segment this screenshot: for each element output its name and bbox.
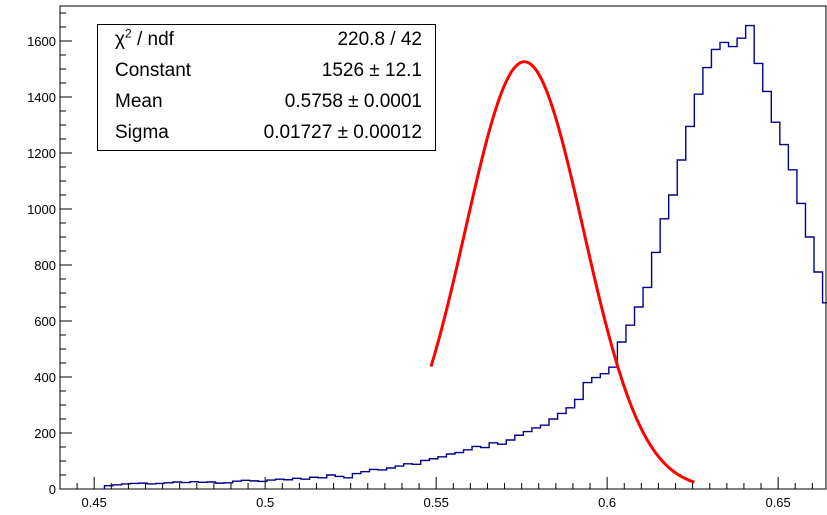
x-tick-label: 0.65 bbox=[765, 495, 790, 510]
plot-frame bbox=[59, 5, 827, 490]
y-tick-label: 400 bbox=[34, 370, 56, 385]
stats-row-sigma: Sigma 0.01727 ± 0.00012 bbox=[98, 118, 435, 148]
stats-constant-label: Constant bbox=[115, 60, 192, 81]
gaussian-fit-curve bbox=[429, 60, 695, 484]
x-tick-label: 0.6 bbox=[598, 495, 616, 510]
y-tick-label: 1200 bbox=[27, 146, 56, 161]
stats-constant-value: 1526 ± 12.1 bbox=[321, 60, 422, 81]
y-tick-label: 0 bbox=[49, 482, 56, 497]
x-tick-label: 0.55 bbox=[424, 495, 449, 510]
y-tick-label: 1600 bbox=[27, 34, 56, 49]
stats-row-constant: Constant 1526 ± 12.1 bbox=[98, 56, 435, 86]
axes bbox=[59, 5, 827, 490]
stats-sigma-value: 0.01727 ± 0.00012 bbox=[263, 122, 422, 143]
axis-ticks: 0 200 400 600 800 1000 1200 1400 1600 0.45 0.5 0.55… bbox=[27, 12, 813, 510]
stats-sigma-label: Sigma bbox=[115, 122, 169, 143]
y-tick-label: 600 bbox=[34, 314, 56, 329]
y-tick-label: 800 bbox=[34, 258, 56, 273]
stats-mean-label: Mean bbox=[115, 91, 163, 112]
stats-chi2-value: 220.8 / 42 bbox=[337, 29, 422, 50]
stats-row-chi2: χ2 / ndf 220.8 / 42 bbox=[98, 25, 435, 55]
y-tick-label: 1000 bbox=[27, 202, 56, 217]
x-tick-label: 0.45 bbox=[82, 495, 107, 510]
y-tick-label: 1400 bbox=[27, 90, 56, 105]
histogram-series bbox=[103, 24, 827, 489]
stats-mean-value: 0.5758 ± 0.0001 bbox=[284, 91, 422, 112]
x-tick-label: 0.5 bbox=[256, 495, 274, 510]
fit-stats-box: χ2 / ndf 220.8 / 42 Constant 1526 ± 12.1… bbox=[97, 24, 436, 151]
y-tick-label: 200 bbox=[34, 426, 56, 441]
stats-chi2-label: χ2 / ndf bbox=[115, 26, 174, 50]
stats-row-mean: Mean 0.5758 ± 0.0001 bbox=[98, 87, 435, 117]
